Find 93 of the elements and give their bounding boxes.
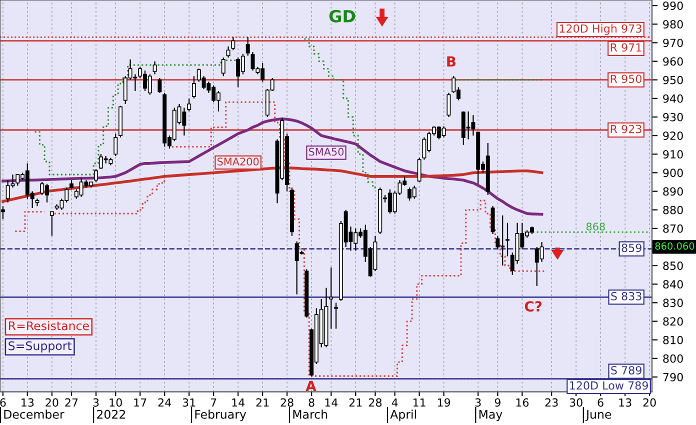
candlestick [246, 36, 250, 56]
series-label: SMA200 [217, 158, 259, 166]
y-tick-label: 890 [663, 187, 683, 196]
candlestick [506, 222, 510, 257]
x-tick-label: 19 [438, 398, 450, 407]
candlestick [0, 206, 5, 220]
x-tick-label: 6 [598, 398, 604, 407]
y-tick-label: 790 [663, 372, 683, 382]
text: April [390, 410, 416, 422]
x-tick-label: 21 [256, 398, 269, 407]
y-tick-label: 850 [663, 262, 683, 270]
candlestick [50, 211, 54, 236]
text: June [585, 410, 612, 421]
ref-line-label: 120D Low 789 [570, 381, 648, 390]
y-tick-label: 960 [663, 57, 683, 66]
x-tick-label: 8 [308, 398, 314, 407]
x-tick-label: 20 [643, 398, 656, 407]
x-tick-label: 14 [325, 398, 338, 407]
ref-line-label: R 923 [610, 124, 642, 134]
x-tick-label: 17 [134, 398, 146, 407]
ref-line-label: R 950 [610, 74, 642, 84]
x-tick-label: 28 [280, 398, 294, 407]
candlestick [446, 92, 451, 118]
ref-line-label: S 833 [611, 292, 642, 300]
y-tick-label: 930 [663, 112, 683, 122]
x-tick-label: 3 [93, 398, 99, 407]
x-tick-label: 28 [368, 398, 382, 407]
candlestick [94, 168, 98, 183]
y-tick-label: 870 [663, 224, 683, 233]
text: February [195, 410, 246, 422]
annotation: B [447, 56, 456, 67]
candlestick [192, 76, 196, 99]
candlestick [334, 302, 338, 330]
y-tick-label: 940 [663, 94, 683, 103]
y-tick-label: 920 [663, 132, 683, 140]
ref-line-label: 859 [622, 244, 642, 252]
line-series [2, 117, 544, 216]
text: March [293, 410, 328, 419]
text: December [4, 410, 64, 419]
y-tick-label: 970 [663, 38, 683, 48]
ref-line-label: 120D High 973 [560, 24, 642, 35]
x-tick-label: 20 [46, 398, 58, 407]
candlestick [158, 77, 162, 94]
x-tick-label: 31 [182, 398, 196, 407]
y-tick-label: 880 [663, 206, 683, 214]
x-tick-label: 9 [494, 398, 500, 407]
series-label: 868 [586, 222, 605, 231]
text: 860.060 [655, 242, 694, 250]
text: 2022 [97, 410, 126, 419]
x-tick-label: 4 [392, 398, 398, 407]
y-tick-label: 990 [663, 2, 683, 10]
x-tick-label: 21 [349, 398, 362, 407]
y-tick-label: 980 [663, 20, 683, 29]
x-tick-label: 3 [475, 398, 481, 407]
y-tick-label: 810 [663, 336, 683, 344]
candlestick [187, 98, 192, 112]
x-tick-label: 14 [232, 398, 245, 407]
annotation: S=Support [8, 341, 72, 352]
y-tick-label: 950 [663, 76, 683, 84]
annotation: R=Resistance [8, 321, 89, 330]
y-tick-label: 900 [663, 168, 683, 178]
x-tick-label: 23 [545, 398, 558, 407]
y-tick-label: 800 [663, 354, 683, 363]
x-tick-label: 27 [65, 398, 78, 407]
candlestick [152, 60, 157, 75]
candlestick [114, 133, 118, 157]
x-tick-label: 24 [158, 398, 172, 407]
x-tick-label: 11 [413, 398, 426, 407]
x-tick-label: 13 [619, 398, 632, 407]
y-tick-label: 910 [663, 150, 683, 159]
y-tick-label: 830 [663, 298, 683, 308]
ref-line-label: S 789 [611, 366, 642, 374]
y-tick-label: 820 [663, 317, 683, 326]
x-tick-label: 30 [570, 398, 582, 407]
series-label: SMA50 [308, 148, 344, 156]
candlestick [221, 57, 226, 77]
x-tick-label: 16 [516, 398, 529, 407]
annotation: C? [524, 301, 542, 312]
candlestick [417, 157, 422, 183]
x-tick-label: 6 [0, 398, 6, 407]
candlestick [329, 266, 334, 330]
candlestick [231, 36, 236, 51]
text: May [479, 410, 502, 422]
x-tick-label: 13 [22, 398, 34, 407]
annotation: GD [329, 10, 356, 22]
candlestick [70, 180, 74, 190]
annotation: A [306, 380, 316, 391]
candlestick [490, 206, 495, 235]
candlestick [226, 46, 230, 58]
y-tick-label: 840 [663, 280, 683, 289]
x-tick-label: 7 [210, 398, 216, 407]
x-tick-label: 10 [110, 398, 122, 407]
ref-line-label: R 971 [610, 43, 642, 52]
